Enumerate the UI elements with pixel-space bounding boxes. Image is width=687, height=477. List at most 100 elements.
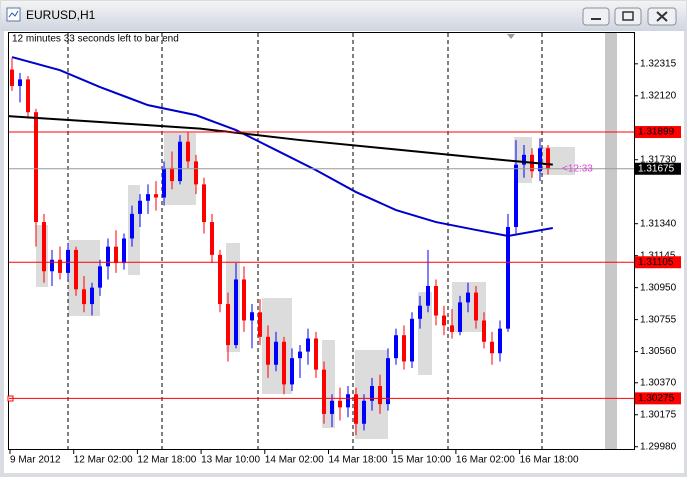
- moving-average: [11, 56, 553, 238]
- candle-body: [114, 246, 118, 264]
- candle-body: [210, 222, 214, 255]
- candle-body: [514, 164, 518, 227]
- candle-body: [338, 400, 342, 408]
- price-level-label: 1.31675: [638, 163, 675, 174]
- candle-body: [410, 318, 414, 362]
- day-separators: [67, 33, 543, 449]
- candle-body: [130, 213, 134, 239]
- y-tick-label: 1.32315: [640, 58, 677, 69]
- candle-body: [10, 69, 14, 86]
- x-tick-label: 14 Mar 02:00: [265, 455, 324, 466]
- candle-body: [282, 341, 286, 385]
- candle-body: [154, 194, 158, 198]
- maximize-button[interactable]: [614, 7, 642, 26]
- candle-body: [138, 200, 142, 214]
- candle-body: [450, 325, 454, 332]
- y-tick-label: 1.29980: [640, 441, 677, 452]
- price-level-label: 1.31899: [638, 127, 675, 138]
- x-tick-label: 14 Mar 18:00: [329, 455, 388, 466]
- countdown-label: <12:33: [562, 163, 593, 174]
- candle-body: [98, 266, 102, 288]
- price-level-tag: [635, 392, 681, 405]
- candle-body: [58, 259, 62, 273]
- price-level-tag: [635, 256, 681, 269]
- moving-average: [7, 115, 553, 166]
- x-tick-label: 12 Mar 02:00: [74, 455, 133, 466]
- candle-body: [466, 292, 470, 303]
- x-tick-label: 12 Mar 18:00: [137, 455, 196, 466]
- candle-body: [162, 167, 166, 198]
- y-tick-label: 1.30950: [640, 282, 677, 293]
- candle-body: [34, 112, 38, 223]
- candle-body: [146, 194, 150, 201]
- candle-body: [458, 302, 462, 332]
- y-tick-label: 1.30755: [640, 314, 677, 325]
- candle-body: [378, 386, 382, 405]
- candle-body: [370, 386, 374, 401]
- plot-area: [8, 32, 635, 450]
- candle-body: [506, 226, 510, 329]
- candle-body: [106, 246, 110, 267]
- candle-body: [258, 312, 262, 337]
- candle-body: [394, 335, 398, 359]
- chart-shift-area: [605, 33, 617, 449]
- candle-body: [426, 286, 430, 306]
- candle-body: [274, 341, 278, 365]
- candle-body: [346, 394, 350, 408]
- candle-body: [354, 394, 358, 424]
- price-level-label: 1.30275: [638, 393, 675, 404]
- x-tick-label: 16 Mar 02:00: [456, 455, 515, 466]
- candle-body: [74, 249, 78, 290]
- window-title: EURUSD,H1: [26, 8, 96, 22]
- candle-body: [362, 400, 366, 424]
- candle-body: [90, 287, 94, 305]
- candle-body: [314, 338, 318, 370]
- bar-countdown-info: 12 minutes 33 seconds left to bar end: [12, 34, 179, 45]
- y-tick-label: 1.32120: [640, 90, 677, 101]
- x-tick-label: 16 Mar 18:00: [520, 455, 579, 466]
- title-bar: [1, 1, 686, 31]
- candle-body: [234, 279, 238, 346]
- candle-body: [18, 79, 22, 86]
- candle-body: [50, 259, 54, 272]
- y-tick-label: 1.30175: [640, 409, 677, 420]
- candle-body: [290, 358, 294, 385]
- candle-body: [386, 358, 390, 405]
- candle-body: [178, 141, 182, 182]
- x-tick-label: 15 Mar 10:00: [392, 455, 451, 466]
- y-tick-label: 1.31145: [640, 250, 676, 261]
- candle-body: [186, 141, 190, 162]
- candle-body: [194, 161, 198, 185]
- candle-body: [66, 249, 70, 273]
- candle-body: [306, 338, 310, 352]
- candle-body: [170, 167, 174, 182]
- close-button[interactable]: [647, 7, 677, 26]
- candle-body: [538, 148, 542, 172]
- price-level-label: 1.31105: [638, 257, 674, 268]
- price-level-tag: [635, 162, 681, 175]
- price-level-tag: [635, 126, 681, 139]
- candle-body: [298, 351, 302, 359]
- candle-body: [498, 328, 502, 354]
- x-tick-label: 13 Mar 10:00: [201, 455, 260, 466]
- y-tick-label: 1.31730: [640, 154, 677, 165]
- candle-body: [250, 312, 254, 321]
- x-tick-label: 9 Mar 2012: [10, 455, 61, 466]
- candle-body: [490, 341, 494, 354]
- candle-body: [442, 315, 446, 326]
- candle-body: [402, 335, 406, 362]
- candle-body: [322, 369, 326, 414]
- y-tick-label: 1.31340: [640, 218, 677, 229]
- candle-body: [42, 222, 46, 272]
- candle-body: [26, 79, 30, 113]
- shift-marker[interactable]: [507, 34, 515, 39]
- candle-body: [226, 304, 230, 346]
- candle-body: [122, 238, 126, 264]
- candle-body: [434, 286, 438, 316]
- candle-body: [242, 279, 246, 321]
- minimize-button[interactable]: [582, 7, 610, 26]
- y-tick-label: 1.30560: [640, 346, 677, 357]
- candle-body: [474, 292, 478, 321]
- candle-body: [266, 336, 270, 365]
